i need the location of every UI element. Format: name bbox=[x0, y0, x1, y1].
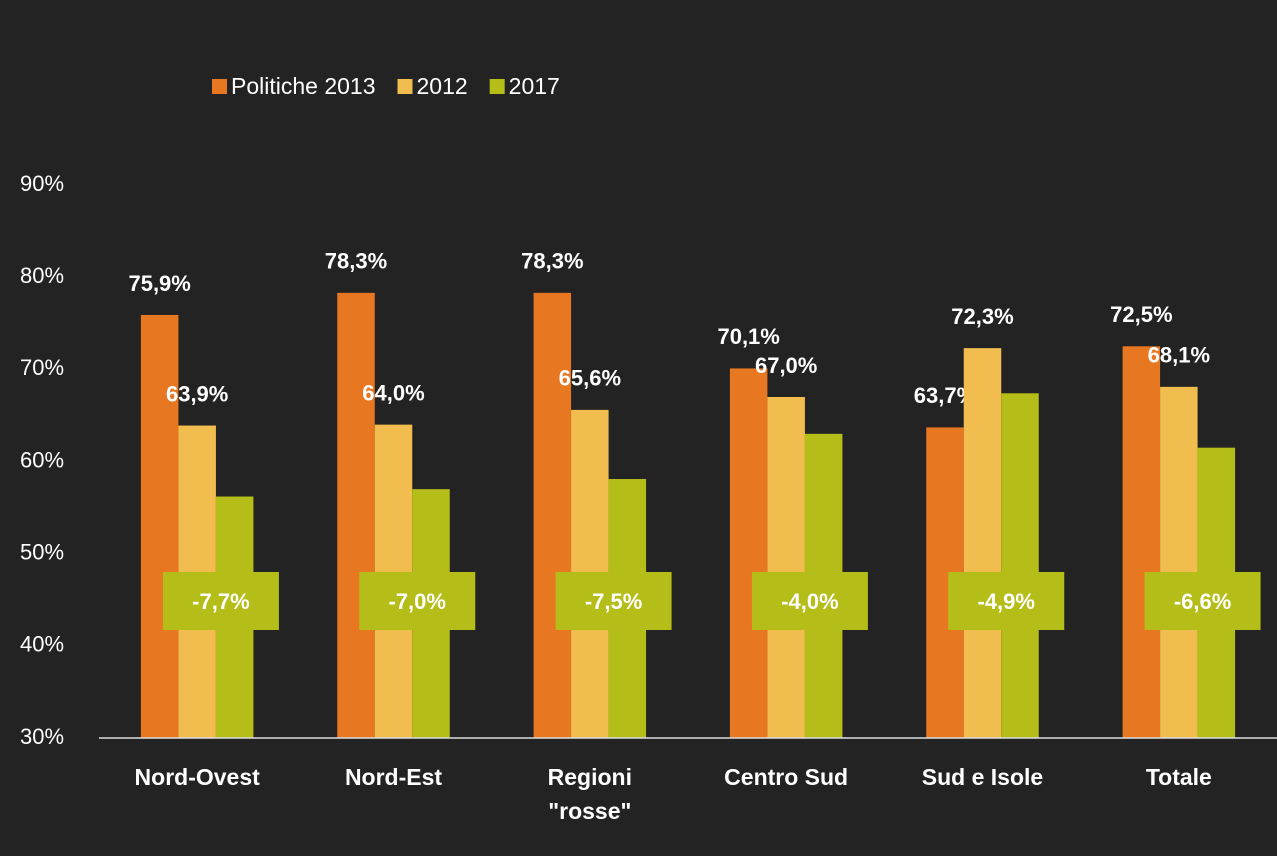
legend-label: Politiche 2013 bbox=[231, 73, 376, 99]
value-label: 78,3% bbox=[521, 249, 583, 274]
bar bbox=[1001, 393, 1039, 738]
x-tick-label: Nord-Ovest bbox=[102, 760, 292, 794]
y-tick-label: 90% bbox=[20, 171, 64, 196]
difference-label: -7,5% bbox=[585, 589, 642, 614]
y-tick-label: 70% bbox=[20, 355, 64, 380]
x-tick-label: Nord-Est bbox=[299, 760, 489, 794]
bar bbox=[1123, 346, 1161, 738]
value-label: 72,5% bbox=[1110, 302, 1172, 327]
y-tick-label: 30% bbox=[20, 724, 64, 749]
y-tick-label: 60% bbox=[20, 447, 64, 472]
difference-label: -4,0% bbox=[781, 589, 838, 614]
bar bbox=[337, 293, 375, 738]
value-label: 72,3% bbox=[951, 304, 1013, 329]
x-tick-label: Sud e Isole bbox=[888, 760, 1078, 794]
bar bbox=[964, 348, 1002, 738]
value-label: 75,9% bbox=[128, 271, 190, 296]
difference-label: -7,7% bbox=[192, 589, 249, 614]
value-label: 65,6% bbox=[559, 366, 621, 391]
bar bbox=[534, 293, 572, 738]
value-label: 67,0% bbox=[755, 353, 817, 378]
legend-swatch bbox=[212, 79, 227, 94]
legend-label: 2012 bbox=[417, 73, 468, 99]
value-label: 68,1% bbox=[1148, 343, 1210, 368]
bar bbox=[1160, 387, 1198, 738]
legend-swatch bbox=[490, 79, 505, 94]
bar bbox=[730, 368, 768, 738]
value-label: 64,0% bbox=[362, 380, 424, 405]
y-tick-label: 40% bbox=[20, 632, 64, 657]
bar bbox=[141, 315, 179, 738]
y-tick-label: 50% bbox=[20, 539, 64, 564]
difference-label: -7,0% bbox=[389, 589, 446, 614]
bar bbox=[767, 397, 805, 738]
difference-label: -6,6% bbox=[1174, 589, 1231, 614]
value-label: 70,1% bbox=[717, 324, 779, 349]
legend-swatch bbox=[398, 79, 413, 94]
value-label: 63,9% bbox=[166, 381, 228, 406]
difference-label: -4,9% bbox=[978, 589, 1035, 614]
chart: 30% 40% 50% 60% 70% 80% 90% Politiche 2013 2012 2… bbox=[0, 0, 1277, 856]
y-tick-label: 80% bbox=[20, 263, 64, 288]
chart-svg: 30% 40% 50% 60% 70% 80% 90% Politiche 2013 2012 2… bbox=[0, 0, 1277, 856]
x-tick-label: Centro Sud bbox=[691, 760, 881, 794]
value-label: 78,3% bbox=[325, 249, 387, 274]
legend-label: 2017 bbox=[509, 73, 560, 99]
x-tick-label: Totale bbox=[1084, 760, 1274, 794]
x-tick-label: Regioni "rosse" bbox=[495, 760, 685, 828]
